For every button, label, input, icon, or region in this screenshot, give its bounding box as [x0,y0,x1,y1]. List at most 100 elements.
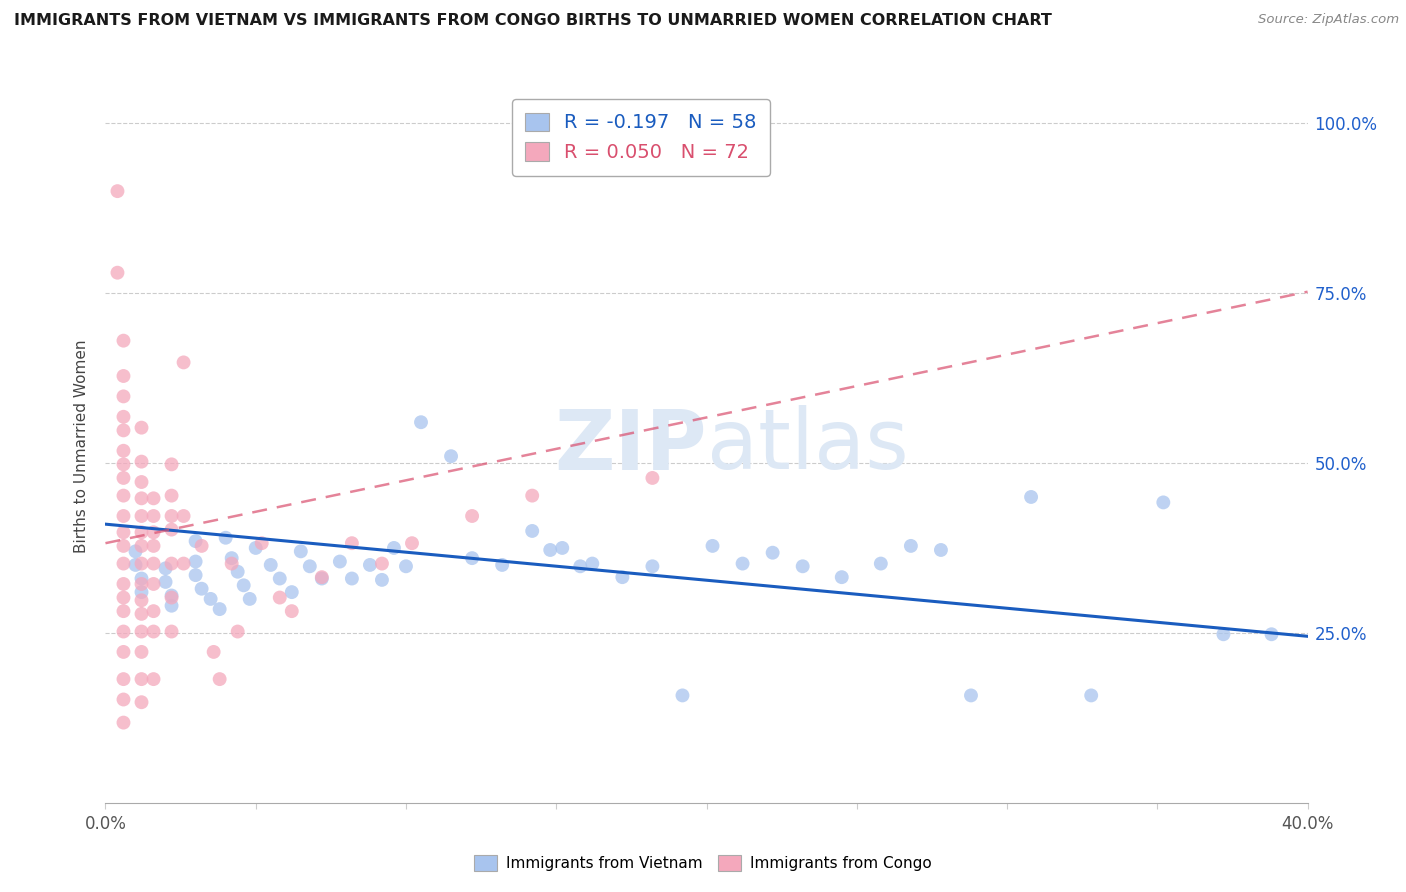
Point [538,543,561,558]
Point [491,558,513,572]
Point [173,355,195,369]
Point [184,555,207,569]
Point [311,570,333,584]
Point [1260,627,1282,641]
Point [112,539,135,553]
Point [221,557,243,571]
Text: atlas: atlas [707,406,908,486]
Point [160,591,183,605]
Point [522,489,544,503]
Point [382,541,405,555]
Point [155,561,177,575]
Point [112,591,135,605]
Point [371,573,394,587]
Point [124,558,146,572]
Point [131,455,153,469]
Point [340,572,363,586]
Point [112,423,135,437]
Text: IMMIGRANTS FROM VIETNAM VS IMMIGRANTS FROM CONGO BIRTHS TO UNMARRIED WOMEN CORRE: IMMIGRANTS FROM VIETNAM VS IMMIGRANTS FR… [14,13,1052,29]
Point [232,578,254,592]
Point [131,525,153,540]
Point [202,645,225,659]
Point [281,585,304,599]
Point [131,420,153,434]
Point [142,539,165,553]
Point [112,692,135,706]
Point [190,539,212,553]
Point [112,604,135,618]
Point [329,555,352,569]
Point [131,557,153,571]
Point [131,539,153,553]
Point [131,695,153,709]
Point [112,334,135,348]
Point [281,604,304,618]
Point [142,604,165,618]
Point [173,508,195,523]
Point [142,508,165,523]
Point [142,577,165,591]
Point [792,559,814,574]
Point [131,475,153,489]
Point [160,523,183,537]
Point [900,539,922,553]
Point [371,557,394,571]
Point [208,672,231,686]
Point [260,558,283,572]
Point [131,607,153,621]
Point [112,458,135,472]
Point [762,546,785,560]
Point [1080,689,1102,703]
Point [551,541,574,555]
Point [131,624,153,639]
Point [340,536,363,550]
Point [641,471,664,485]
Point [612,570,634,584]
Point [131,593,153,607]
Y-axis label: Births to Unmarried Women: Births to Unmarried Women [75,339,90,553]
Point [142,624,165,639]
Point [131,672,153,686]
Point [160,599,183,613]
Text: ZIP: ZIP [554,406,707,486]
Legend: R = -0.197   N = 58, R = 0.050   N = 72: R = -0.197 N = 58, R = 0.050 N = 72 [512,99,770,176]
Point [160,589,183,603]
Legend: Immigrants from Vietnam, Immigrants from Congo: Immigrants from Vietnam, Immigrants from… [468,849,938,877]
Point [160,508,183,523]
Point [155,574,177,589]
Point [269,591,291,605]
Point [214,531,236,545]
Point [200,591,222,606]
Point [112,525,135,540]
Point [311,572,333,586]
Point [112,369,135,384]
Point [107,266,129,280]
Point [960,689,983,703]
Point [112,624,135,639]
Point [298,559,321,574]
Point [112,443,135,458]
Point [107,184,129,198]
Point [112,471,135,485]
Point [440,449,463,463]
Point [239,591,262,606]
Point [112,489,135,503]
Point [226,624,249,639]
Point [831,570,853,584]
Point [173,557,195,571]
Point [869,557,891,571]
Point [522,524,544,538]
Point [112,409,135,424]
Point [401,536,423,550]
Point [112,645,135,659]
Point [409,415,432,429]
Point [461,508,484,523]
Point [184,568,207,582]
Text: Source: ZipAtlas.com: Source: ZipAtlas.com [1258,13,1399,27]
Point [160,624,183,639]
Point [221,551,243,566]
Point [131,491,153,506]
Point [702,539,724,553]
Point [112,672,135,686]
Point [461,551,484,566]
